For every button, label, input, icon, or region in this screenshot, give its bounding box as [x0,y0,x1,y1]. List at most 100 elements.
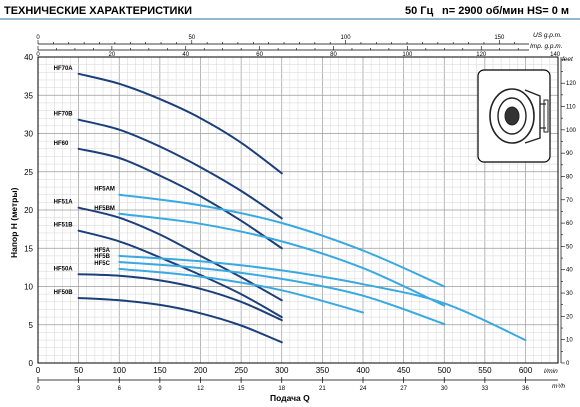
feet-tick-label: 40 [566,268,573,274]
series-line-hf51a [77,206,283,302]
feet-tick-label: 120 [566,81,577,87]
series-label-hf50b: HF50B [54,290,74,296]
series-label-hf5c: HF5C [94,261,110,267]
x-tick-label: 550 [478,366,492,375]
imp-gpm-tick-label: 80 [330,52,337,58]
series-line-hf50b [77,297,283,344]
us-gpm-tick-label: 150 [494,35,505,41]
y-tick-label: 15 [24,244,33,253]
imp-gpm-tick-label: 120 [476,52,487,58]
series-line-hf50a [77,273,283,322]
series-label-hf51b: HF51B [54,223,74,229]
series-line-hf5b [118,261,446,325]
series-label-hf5a: HF5A [94,248,110,254]
x-tick-label: 50 [74,366,83,375]
us-gpm-tick-label: 0 [36,35,40,41]
series-line-hf5c [118,267,364,314]
x-tick-label: 150 [153,366,167,375]
plot-frame [37,56,559,364]
m3h-tick-label: 3 [77,386,81,392]
series-line-hf5am [118,193,446,288]
hs-label: HS= 0 м [527,5,569,17]
series-label-hf50a: HF50A [54,266,74,272]
right-unit: feet [562,56,574,63]
series-lines [77,72,527,344]
feet-tick-label: 70 [566,198,573,204]
series-line-hf70b [77,118,283,220]
series-line-hf60 [77,147,283,250]
x-tick-label: 600 [519,366,533,375]
series-label-hf5b: HF5B [94,254,110,260]
y-axis-title: Напор H (метры) [9,187,19,258]
top-unit-imp: Imp. g.p.m. [530,43,563,50]
imp-gpm-tick-label: 20 [109,52,116,58]
imp-gpm-tick-label: 40 [182,52,189,58]
us-gpm-tick-label: 100 [341,35,352,41]
x-tick-label: 500 [438,366,452,375]
imp-gpm-tick-label: 100 [402,52,413,58]
x-tick-label: 400 [356,366,370,375]
top-unit-us: US g.p.m. [533,32,562,39]
x-unit: l/min [544,368,558,375]
series-label-hf5am: HF5AM [94,187,115,193]
m3h-tick-label: 27 [400,386,407,392]
series-line-hf70a [77,72,283,175]
feet-tick-label: 20 [566,314,573,320]
x-tick-label: 250 [234,366,248,375]
feet-tick-label: 30 [566,291,573,297]
m3h-tick-label: 21 [319,386,326,392]
feet-tick-label: 50 [566,244,573,250]
m3h-tick-label: 12 [197,386,204,392]
x-unit2: m³/h [552,383,565,390]
axes: 0 50 100 150 200 250 300 350 400 450 500 550 6000510… [24,35,577,392]
us-gpm-tick-label: 50 [188,35,195,41]
imp-gpm-tick-label: 60 [256,52,263,58]
x-tick-label: 350 [316,366,330,375]
m3h-tick-label: 30 [441,386,448,392]
y-tick-label: 25 [24,168,33,177]
series-label-hf70a: HF70A [54,66,74,72]
series-line-hf5bm [118,212,446,307]
x-tick-label: 100 [113,366,127,375]
speed-label: n= 2900 об/мин [442,5,524,17]
y-tick-label: 35 [24,91,33,100]
y-tick-label: 10 [24,283,33,292]
y-tick-label: 20 [24,206,33,215]
x-tick-label: 200 [194,366,208,375]
x-tick-label: 450 [397,366,411,375]
series-label-hf5bm: HF5BM [94,206,115,212]
series-label-hf60: HF60 [54,141,69,147]
feet-tick-label: 10 [566,338,573,344]
series-label-hf51a: HF51A [54,200,74,206]
x-tick-label: 300 [275,366,289,375]
feet-tick-label: 110 [566,105,576,111]
pump-image [477,69,551,163]
m3h-tick-label: 9 [158,386,162,392]
m3h-tick-label: 0 [36,386,40,392]
series-labels: HF70A HF70B HF60 HF51A HF51B HF50A HF50B HF5AM H… [54,66,115,296]
y-tick-label: 0 [29,359,34,368]
y-tick-label: 30 [24,130,33,139]
frequency-label: 50 Гц [405,5,434,17]
m3h-tick-label: 15 [238,386,245,392]
feet-tick-label: 100 [566,128,577,134]
chart-title: ТЕХНИЧЕСКИЕ ХАРАКТЕРИСТИКИ [4,5,192,17]
imp-gpm-tick-label: 140 [550,52,561,58]
series-line-hf5a [118,254,527,342]
series-label-hf70b: HF70B [54,112,74,118]
imp-gpm-tick-label: 0 [36,52,40,58]
x-axis-title: Подача Q [270,393,310,403]
feet-tick-label: 90 [566,151,573,157]
y-tick-label: 40 [24,53,33,62]
feet-tick-label: 60 [566,221,573,227]
feet-tick-label: 0 [566,361,570,367]
m3h-tick-label: 18 [278,386,285,392]
m3h-tick-label: 33 [482,386,489,392]
y-tick-label: 5 [29,321,34,330]
x-tick-label: 0 [36,366,41,375]
m3h-tick-label: 6 [118,386,122,392]
m3h-tick-label: 24 [360,386,367,392]
m3h-tick-label: 36 [522,386,529,392]
feet-tick-label: 80 [566,174,573,180]
